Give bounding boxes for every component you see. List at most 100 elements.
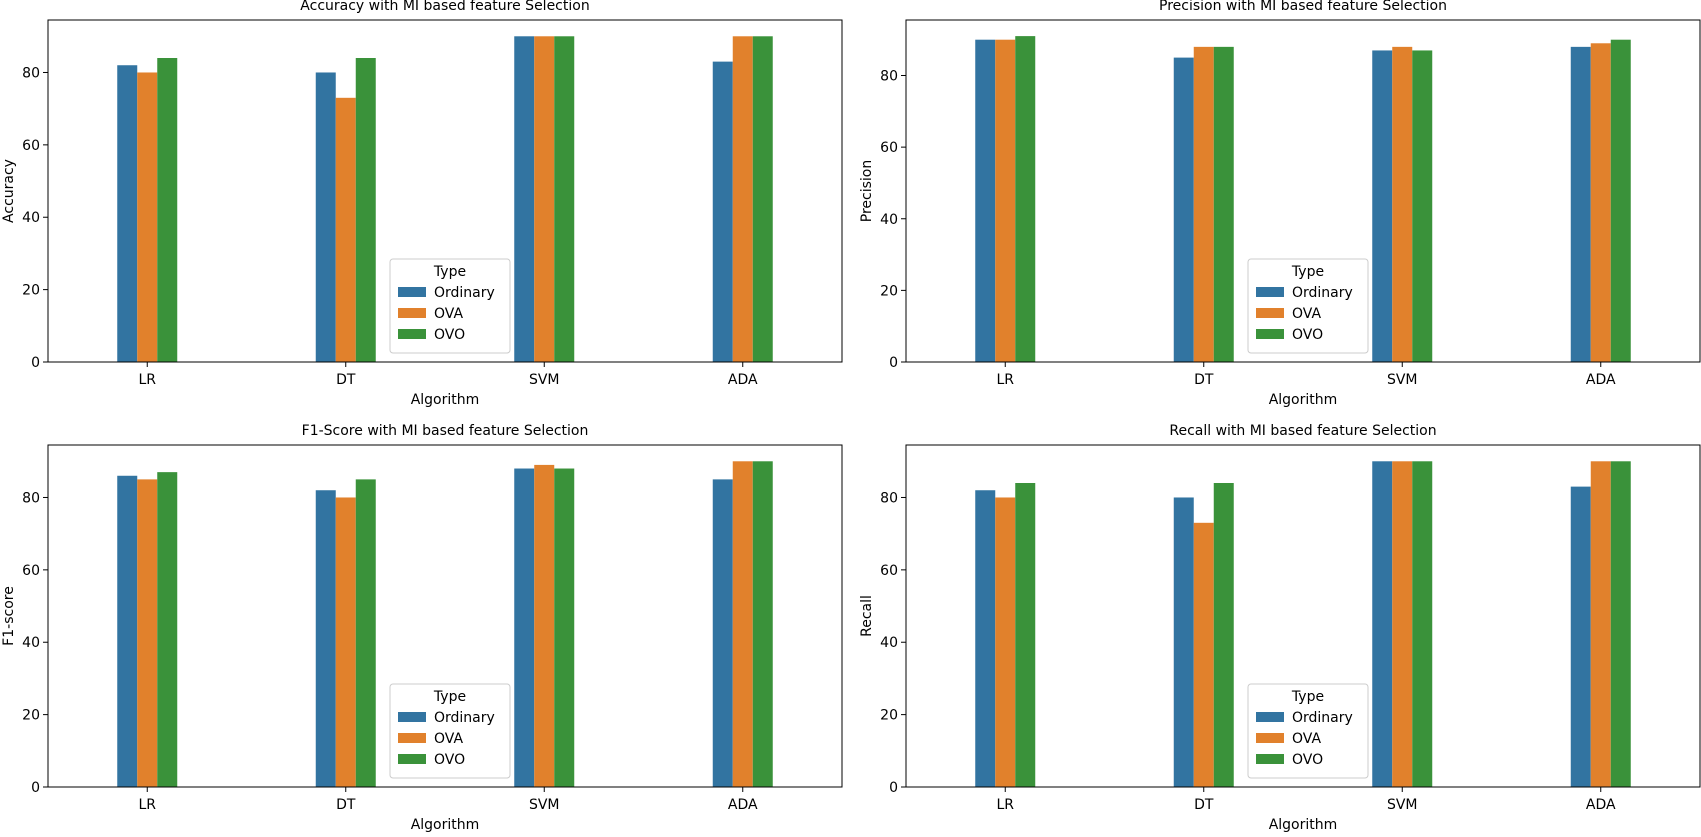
chart-panel-1: Accuracy with MI based feature Selection… bbox=[1, 0, 843, 408]
legend-swatch-ordinary bbox=[398, 287, 426, 297]
bar-ova-ada bbox=[1590, 461, 1611, 787]
bar-ovo-svm bbox=[1412, 461, 1433, 787]
bar-ordinary-ada bbox=[1570, 486, 1591, 787]
bar-ova-lr bbox=[137, 479, 158, 787]
y-tick-label: 60 bbox=[880, 563, 898, 579]
bar-ovo-lr bbox=[157, 58, 178, 362]
bar-ova-svm bbox=[1392, 46, 1413, 362]
legend: Type Ordinary OVA OVO bbox=[1247, 258, 1369, 354]
legend-swatch-ovo bbox=[1256, 329, 1284, 339]
x-axis-label: Algorithm bbox=[411, 817, 480, 833]
bar-ova-svm bbox=[534, 464, 555, 787]
legend-entry-ovo: OVO bbox=[434, 327, 465, 343]
bar-ovo-ada bbox=[752, 36, 773, 363]
legend-swatch-ordinary bbox=[398, 712, 426, 722]
y-axis-label: Precision bbox=[859, 160, 875, 222]
chart-panel-2: Precision with MI based feature Selectio… bbox=[859, 0, 1701, 408]
legend-entry-ova: OVA bbox=[434, 306, 463, 322]
bar-ovo-ada bbox=[1610, 39, 1631, 362]
plot-frame bbox=[47, 444, 843, 788]
y-axis-label: Recall bbox=[859, 595, 875, 637]
y-tick-label: 80 bbox=[880, 69, 898, 85]
bar-ovo-lr bbox=[157, 472, 178, 787]
legend-entry-ordinary: Ordinary bbox=[1292, 710, 1353, 726]
x-tick-label-lr: LR bbox=[138, 797, 156, 813]
legend-swatch-ova bbox=[398, 308, 426, 318]
legend-swatch-ordinary bbox=[1256, 287, 1284, 297]
chart-panel-3: F1-Score with MI based feature Selection… bbox=[1, 423, 843, 833]
bar-ovo-dt bbox=[355, 479, 376, 787]
bar-ovo-ada bbox=[1610, 461, 1631, 787]
x-tick-label-lr: LR bbox=[996, 372, 1014, 388]
legend-title: Type bbox=[1291, 264, 1324, 280]
bar-ordinary-svm bbox=[514, 468, 535, 787]
bar-ordinary-dt bbox=[315, 72, 336, 362]
y-tick-label: 0 bbox=[31, 355, 40, 371]
legend-title: Type bbox=[433, 689, 466, 705]
bar-ova-svm bbox=[534, 36, 555, 363]
x-tick-label-svm: SVM bbox=[1387, 372, 1418, 388]
y-tick-label: 0 bbox=[889, 355, 898, 371]
legend-swatch-ordinary bbox=[1256, 712, 1284, 722]
bar-ovo-dt bbox=[1213, 483, 1234, 787]
y-tick-label: 0 bbox=[889, 780, 898, 796]
bar-ordinary-dt bbox=[1173, 57, 1194, 363]
legend-entry-ovo: OVO bbox=[1292, 752, 1323, 768]
x-tick-label-svm: SVM bbox=[529, 372, 560, 388]
bar-ovo-dt bbox=[1213, 46, 1234, 362]
y-tick-label: 20 bbox=[880, 283, 898, 299]
bar-ovo-lr bbox=[1015, 483, 1036, 787]
x-axis-label: Algorithm bbox=[411, 392, 480, 408]
x-tick-label-svm: SVM bbox=[529, 797, 560, 813]
bar-ova-ada bbox=[732, 36, 753, 363]
plot-frame bbox=[47, 19, 843, 363]
bar-ova-svm bbox=[1392, 461, 1413, 787]
x-tick-label-lr: LR bbox=[138, 372, 156, 388]
chart-title: Accuracy with MI based feature Selection bbox=[300, 0, 589, 14]
bar-ordinary-ada bbox=[712, 61, 733, 362]
legend-entry-ova: OVA bbox=[1292, 306, 1321, 322]
bar-ovo-dt bbox=[355, 58, 376, 362]
legend-swatch-ovo bbox=[398, 329, 426, 339]
y-tick-label: 80 bbox=[22, 490, 40, 506]
x-axis-label: Algorithm bbox=[1269, 817, 1338, 833]
legend-swatch-ova bbox=[1256, 733, 1284, 743]
bar-ova-ada bbox=[1590, 43, 1611, 362]
bar-ova-dt bbox=[335, 97, 356, 363]
bar-ovo-svm bbox=[1412, 50, 1433, 362]
bar-ordinary-ada bbox=[712, 479, 733, 787]
chart-title: F1-Score with MI based feature Selection bbox=[302, 423, 589, 439]
x-tick-label-dt: DT bbox=[336, 372, 356, 388]
plot-frame bbox=[905, 444, 1701, 788]
legend-entry-ordinary: Ordinary bbox=[1292, 285, 1353, 301]
bar-ova-dt bbox=[1193, 46, 1214, 362]
bar-ordinary-svm bbox=[1372, 461, 1393, 787]
y-tick-label: 40 bbox=[880, 635, 898, 651]
x-tick-label-ada: ADA bbox=[1586, 797, 1616, 813]
y-tick-label: 20 bbox=[22, 708, 40, 724]
legend: Type Ordinary OVA OVO bbox=[389, 683, 511, 779]
x-tick-label-svm: SVM bbox=[1387, 797, 1418, 813]
y-tick-label: 80 bbox=[22, 65, 40, 81]
bar-ordinary-svm bbox=[514, 36, 535, 363]
bar-ova-lr bbox=[995, 497, 1016, 787]
legend: Type Ordinary OVA OVO bbox=[389, 258, 511, 354]
bar-ova-lr bbox=[995, 39, 1016, 362]
y-tick-label: 80 bbox=[880, 490, 898, 506]
plot-frame bbox=[905, 19, 1701, 363]
y-tick-label: 60 bbox=[22, 563, 40, 579]
bar-ova-lr bbox=[137, 72, 158, 362]
bar-ova-dt bbox=[1193, 522, 1214, 787]
legend-entry-ova: OVA bbox=[434, 731, 463, 747]
legend-swatch-ova bbox=[1256, 308, 1284, 318]
y-tick-label: 40 bbox=[22, 635, 40, 651]
legend-entry-ordinary: Ordinary bbox=[434, 710, 495, 726]
legend-swatch-ovo bbox=[1256, 754, 1284, 764]
x-axis-label: Algorithm bbox=[1269, 392, 1338, 408]
bar-ordinary-lr bbox=[117, 475, 138, 787]
legend-entry-ovo: OVO bbox=[434, 752, 465, 768]
y-tick-label: 60 bbox=[22, 138, 40, 154]
bar-ova-ada bbox=[732, 461, 753, 787]
